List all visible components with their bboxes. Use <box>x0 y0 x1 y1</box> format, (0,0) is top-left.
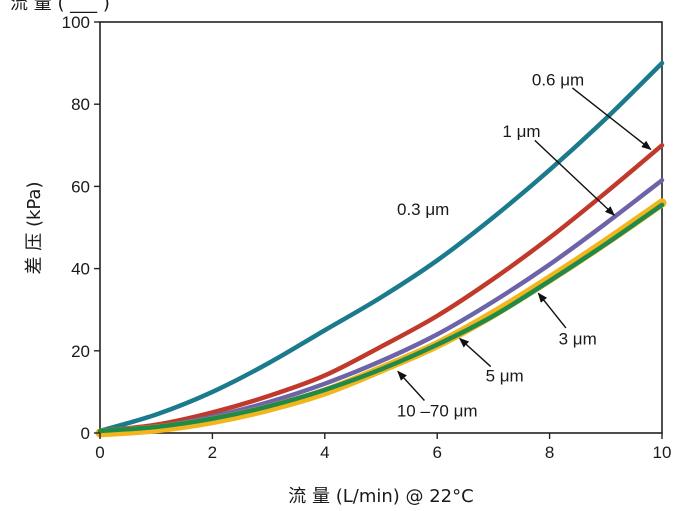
annotation-arrow <box>537 292 567 329</box>
series-line-0 <box>97 60 665 434</box>
x-tick-label: 4 <box>320 443 329 462</box>
annotation-label: 5 μm <box>486 366 524 385</box>
y-tick-label: 40 <box>71 260 90 279</box>
x-tick-label: 6 <box>432 443 441 462</box>
series-line-4 <box>97 202 665 434</box>
series-layer <box>95 60 667 438</box>
annotation-label: 10 –70 μm <box>397 401 478 420</box>
annotation-label: 0.6 μm <box>532 71 584 90</box>
plot-frame <box>99 21 663 434</box>
x-tick-label: 2 <box>208 443 217 462</box>
y-tick-label: 80 <box>71 95 90 114</box>
x-tick-label: 8 <box>545 443 554 462</box>
annotation-arrow <box>458 337 492 368</box>
series-line-1 <box>97 143 665 434</box>
y-axis-label: 差 压 (kPa) <box>24 182 45 275</box>
annotation-arrow <box>571 87 652 151</box>
y-tick-label: 100 <box>62 13 90 32</box>
plot-area <box>99 21 663 434</box>
y-tick-label: 0 <box>81 424 90 443</box>
annotation-label: 1 μm <box>502 122 540 141</box>
series-line-3 <box>95 198 667 438</box>
annotation-arrow <box>397 370 425 402</box>
annotation-label: 0.3 μm <box>397 200 449 219</box>
y-tick-label: 20 <box>71 342 90 361</box>
annotation-arrow <box>534 139 615 216</box>
x-tick-label: 10 <box>653 443 672 462</box>
annotation-label: 3 μm <box>559 329 597 348</box>
y-tick-label: 60 <box>71 177 90 196</box>
annotation-layer: 0.6 μm 1 μm 0.3 μm 3 μm 5 μm 10 –70 μm <box>397 71 652 420</box>
x-tick-label: 0 <box>95 443 104 462</box>
top-partial-text: 流 量 ( ___ ) <box>10 0 110 14</box>
x-axis-label: 流 量 (L/min) @ 22°C <box>288 486 473 507</box>
